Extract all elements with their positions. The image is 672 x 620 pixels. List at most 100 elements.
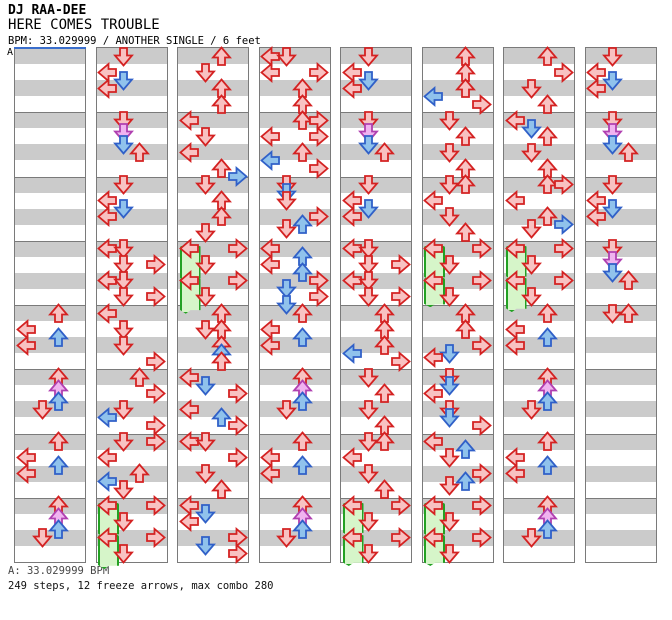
arrow-up-icon: [210, 318, 232, 340]
measure-separator: [504, 176, 574, 178]
arrow-up-icon: [210, 206, 232, 227]
beat-band: [585, 433, 656, 450]
arrow-up-icon: [536, 431, 558, 452]
beat-band: [585, 497, 656, 514]
measure-separator: [178, 240, 248, 242]
arrow-up-icon: [373, 318, 395, 340]
arrow-down-icon: [520, 118, 542, 139]
arrow-right-icon: [227, 382, 248, 404]
arrow-down-icon: [357, 198, 379, 219]
arrow-right-icon: [553, 174, 574, 195]
arrow-left-icon: [97, 238, 118, 260]
arrow-up-icon: [618, 302, 639, 324]
beat-band: [15, 272, 85, 289]
measure-separator: [15, 240, 85, 242]
arrow-up-icon: [292, 109, 313, 131]
arrow-left-icon: [341, 190, 363, 212]
arrow-down-icon: [357, 511, 379, 533]
arrow-up-icon: [536, 158, 558, 179]
arrow-up-icon: [455, 61, 476, 83]
measure-separator: [341, 112, 411, 114]
measure-separator: [15, 369, 85, 371]
arrow-down-icon: [113, 335, 134, 356]
arrow-down-icon: [357, 286, 379, 308]
arrow-left-icon: [97, 206, 118, 228]
measure-separator: [96, 369, 167, 371]
arrow-up-icon: [210, 93, 232, 115]
arrow-down-icon: [439, 475, 460, 497]
beat-band: [15, 208, 85, 225]
arrow-right-icon: [390, 350, 411, 372]
measure-separator: [15, 433, 85, 435]
arrow-up-icon: [536, 302, 558, 324]
arrow-down-icon: [276, 294, 297, 316]
arrow-down-icon: [276, 190, 297, 211]
arrow-left-icon: [504, 463, 526, 485]
arrow-down-icon: [439, 110, 460, 131]
chart-column: [95, 46, 168, 570]
arrow-down-icon: [439, 286, 460, 308]
arrow-right-icon: [553, 61, 574, 83]
measure-separator: [585, 305, 656, 306]
beat-band: [178, 48, 248, 65]
arrow-down-icon: [520, 78, 542, 99]
chart-column: [503, 45, 575, 563]
measure-separator: [422, 240, 493, 242]
arrow-down-icon: [357, 543, 379, 565]
arrow-up-icon: [47, 302, 69, 324]
arrow-down-icon: [357, 70, 379, 91]
arrow-left-icon: [178, 398, 200, 420]
arrow-down-icon: [357, 46, 379, 67]
beat-band: [15, 48, 85, 65]
arrow-right-icon: [553, 270, 574, 292]
arrow-left-icon: [423, 431, 444, 452]
arrow-left-icon: [341, 61, 363, 83]
measure-separator: [422, 112, 493, 114]
measure-separator: [178, 176, 248, 178]
arrow-down-icon: [602, 70, 623, 91]
arrow-left-icon: [341, 342, 363, 364]
arrow-down-icon: [357, 399, 379, 420]
arrow-down-icon: [113, 431, 134, 452]
arrow-left-icon: [341, 447, 363, 469]
arrow-up-icon: [47, 519, 69, 540]
arrow-up-icon: [455, 158, 476, 179]
arrow-up-icon: [536, 326, 558, 348]
arrow-right-icon: [145, 527, 166, 549]
arrow-down-icon: [113, 254, 134, 276]
beat-band: [15, 112, 85, 129]
arrow-down-icon: [113, 70, 134, 91]
arrow-right-icon: [308, 61, 329, 83]
arrow-left-icon: [97, 302, 118, 324]
arrow-down-icon: [439, 142, 460, 163]
arrow-up-icon: [373, 415, 395, 436]
arrow-up-icon: [536, 174, 558, 195]
arrow-left-icon: [260, 45, 281, 67]
arrow-up-icon: [292, 141, 313, 163]
arrow-up-icon: [373, 334, 395, 356]
measure-separator: [585, 176, 656, 178]
arrow-up-icon: [292, 390, 313, 412]
arrow-up-icon: [373, 431, 395, 452]
arrow-down-icon: [602, 174, 623, 195]
arrow-left-icon: [260, 318, 281, 340]
arrow-up-icon: [536, 455, 558, 476]
arrow-left-icon: [504, 238, 526, 260]
arrow-right-icon: [308, 270, 329, 292]
measure-separator: [341, 433, 411, 435]
arrow-up-icon: [373, 141, 395, 163]
arrow-left-icon: [178, 511, 200, 533]
measure-separator: [96, 497, 167, 499]
section-a-label: A: [7, 47, 14, 58]
arrow-down-icon: [520, 142, 542, 163]
measure-separator: [178, 497, 248, 499]
measure-separator: [96, 176, 167, 178]
arrow-up-icon: [536, 519, 558, 540]
beat-band: [585, 529, 656, 546]
arrow-left-icon: [97, 471, 118, 493]
arrow-up-icon: [455, 439, 476, 460]
arrow-right-icon: [471, 334, 492, 356]
arrow-up-icon: [210, 45, 232, 67]
measure-separator: [585, 112, 656, 114]
arrow-left-icon: [178, 141, 200, 163]
